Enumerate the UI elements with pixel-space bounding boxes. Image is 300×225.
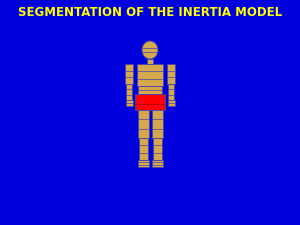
Bar xyxy=(152,160,163,167)
Bar xyxy=(125,64,133,84)
Bar xyxy=(138,86,162,94)
Bar xyxy=(126,84,132,100)
Bar xyxy=(167,64,175,84)
Text: SEGMENTATION OF THE INERTIA MODEL: SEGMENTATION OF THE INERTIA MODEL xyxy=(18,5,282,18)
Bar xyxy=(137,110,148,138)
Bar xyxy=(168,84,174,100)
Bar xyxy=(152,110,163,138)
Ellipse shape xyxy=(142,41,158,59)
Bar xyxy=(137,64,163,86)
Bar xyxy=(137,160,148,167)
Bar xyxy=(167,100,175,106)
Bar xyxy=(147,59,153,64)
Bar xyxy=(135,94,165,110)
Bar xyxy=(139,138,148,160)
Bar xyxy=(152,138,161,160)
Bar xyxy=(125,100,133,106)
